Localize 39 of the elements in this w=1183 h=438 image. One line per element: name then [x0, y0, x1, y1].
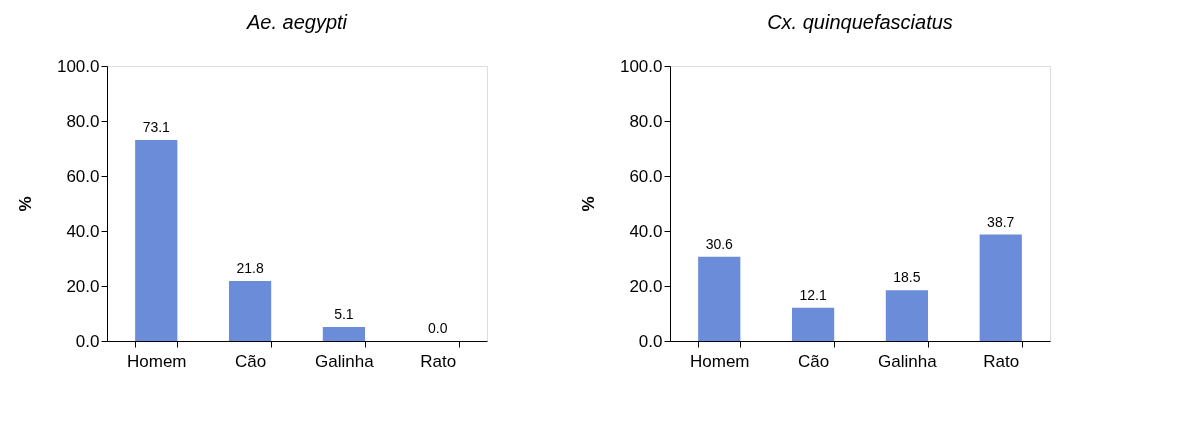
x-tick-label: Rato	[420, 351, 457, 371]
chart-title: Ae. aegypti	[245, 11, 348, 33]
data-label: 12.1	[799, 286, 827, 303]
x-tick-label: Galinha	[878, 351, 938, 371]
y-tick-label: 20.0	[66, 276, 100, 296]
y-tick-label: 0.0	[75, 331, 100, 351]
bar	[228, 281, 272, 341]
y-tick-label: 100.0	[619, 56, 663, 76]
x-tick-label: Homem	[690, 351, 750, 371]
y-tick-label: 80.0	[629, 111, 663, 131]
y-tick-label: 60.0	[66, 166, 100, 186]
x-tick-label: Homem	[127, 351, 187, 371]
y-tick-label: 100.0	[56, 56, 100, 76]
chart-title: Cx. quinquefasciatus	[767, 11, 953, 33]
y-axis-title: %	[15, 196, 35, 212]
data-label: 18.5	[893, 269, 921, 286]
data-label: 38.7	[987, 213, 1015, 230]
y-tick-label: 80.0	[66, 111, 100, 131]
data-label: 73.1	[142, 118, 171, 135]
data-label: 5.1	[334, 305, 354, 322]
x-tick-label: Rato	[983, 351, 1020, 371]
y-tick-label: 20.0	[629, 276, 663, 296]
x-tick-label: Cão	[234, 351, 267, 371]
bar	[322, 326, 366, 341]
bar	[791, 307, 835, 341]
bar	[979, 234, 1022, 341]
y-tick-label: 40.0	[66, 221, 100, 241]
y-axis-title: %	[578, 196, 598, 212]
data-label: 0.0	[428, 320, 448, 336]
y-tick-label: 40.0	[629, 221, 663, 241]
bar	[135, 139, 178, 341]
x-tick-label: Galinha	[315, 351, 375, 371]
y-tick-label: 60.0	[629, 166, 663, 186]
x-tick-label: Cão	[797, 351, 830, 371]
y-tick-label: 0.0	[638, 331, 663, 351]
bar	[698, 256, 741, 341]
bar	[885, 290, 929, 341]
data-label: 30.6	[705, 235, 734, 252]
data-label: 21.8	[236, 260, 264, 277]
